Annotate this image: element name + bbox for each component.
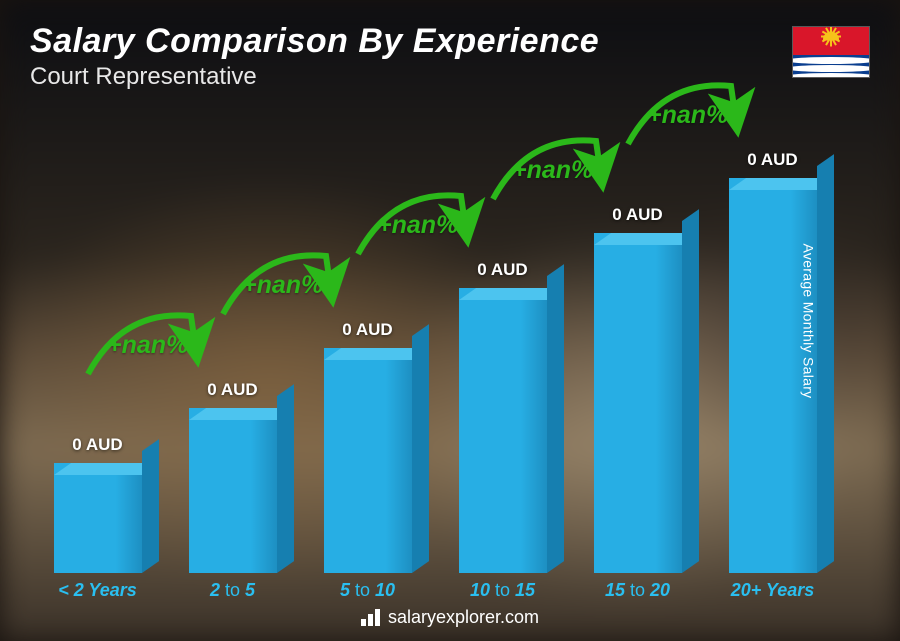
- x-axis-label: 20+ Years: [705, 580, 840, 601]
- increase-label: +nan%: [377, 211, 458, 240]
- bar: [54, 463, 142, 573]
- bar-value-label: 0 AUD: [477, 260, 527, 280]
- bar-value-label: 0 AUD: [747, 150, 797, 170]
- chart-container: Salary Comparison By Experience Court Re…: [0, 0, 900, 641]
- bar: [189, 408, 277, 573]
- logo-bars-icon: [361, 608, 380, 626]
- y-axis-label: Average Monthly Salary: [801, 243, 817, 398]
- x-axis-labels: < 2 Years2 to 55 to 1010 to 1515 to 2020…: [30, 580, 840, 601]
- country-flag-icon: [792, 26, 870, 78]
- sub-title: Court Representative: [30, 63, 792, 91]
- increase-label: +nan%: [242, 271, 323, 300]
- chart-area: 0 AUD+nan% 0 AUD+nan% 0 AUD+nan% 0 AUD: [30, 110, 840, 601]
- bar-slot: 0 AUD: [30, 435, 165, 573]
- bar-slot: +nan% 0 AUD: [300, 320, 435, 573]
- x-axis-label: 2 to 5: [165, 580, 300, 601]
- bar: [459, 288, 547, 573]
- x-axis-label: 15 to 20: [570, 580, 705, 601]
- x-axis-label: < 2 Years: [30, 580, 165, 601]
- title-block: Salary Comparison By Experience Court Re…: [30, 22, 792, 91]
- bar-slot: +nan% 0 AUD: [165, 380, 300, 573]
- bar-value-label: 0 AUD: [612, 205, 662, 225]
- header: Salary Comparison By Experience Court Re…: [30, 22, 870, 91]
- bar-value-label: 0 AUD: [207, 380, 257, 400]
- increase-label: +nan%: [647, 101, 728, 130]
- bar-slot: +nan% 0 AUD: [570, 205, 705, 573]
- bar: [324, 348, 412, 573]
- bar-slot: +nan% 0 AUD: [435, 260, 570, 573]
- x-axis-label: 5 to 10: [300, 580, 435, 601]
- site-name: salaryexplorer.com: [388, 607, 539, 628]
- bars-row: 0 AUD+nan% 0 AUD+nan% 0 AUD+nan% 0 AUD: [30, 110, 840, 573]
- bar-slot: +nan% 0 AUD: [705, 150, 840, 573]
- increase-label: +nan%: [107, 331, 188, 360]
- footer: salaryexplorer.com: [0, 607, 900, 632]
- bar-value-label: 0 AUD: [72, 435, 122, 455]
- x-axis-label: 10 to 15: [435, 580, 570, 601]
- site-logo: salaryexplorer.com: [361, 607, 539, 628]
- increase-label: +nan%: [512, 156, 593, 185]
- bar-value-label: 0 AUD: [342, 320, 392, 340]
- bar: [594, 233, 682, 573]
- main-title: Salary Comparison By Experience: [30, 22, 792, 61]
